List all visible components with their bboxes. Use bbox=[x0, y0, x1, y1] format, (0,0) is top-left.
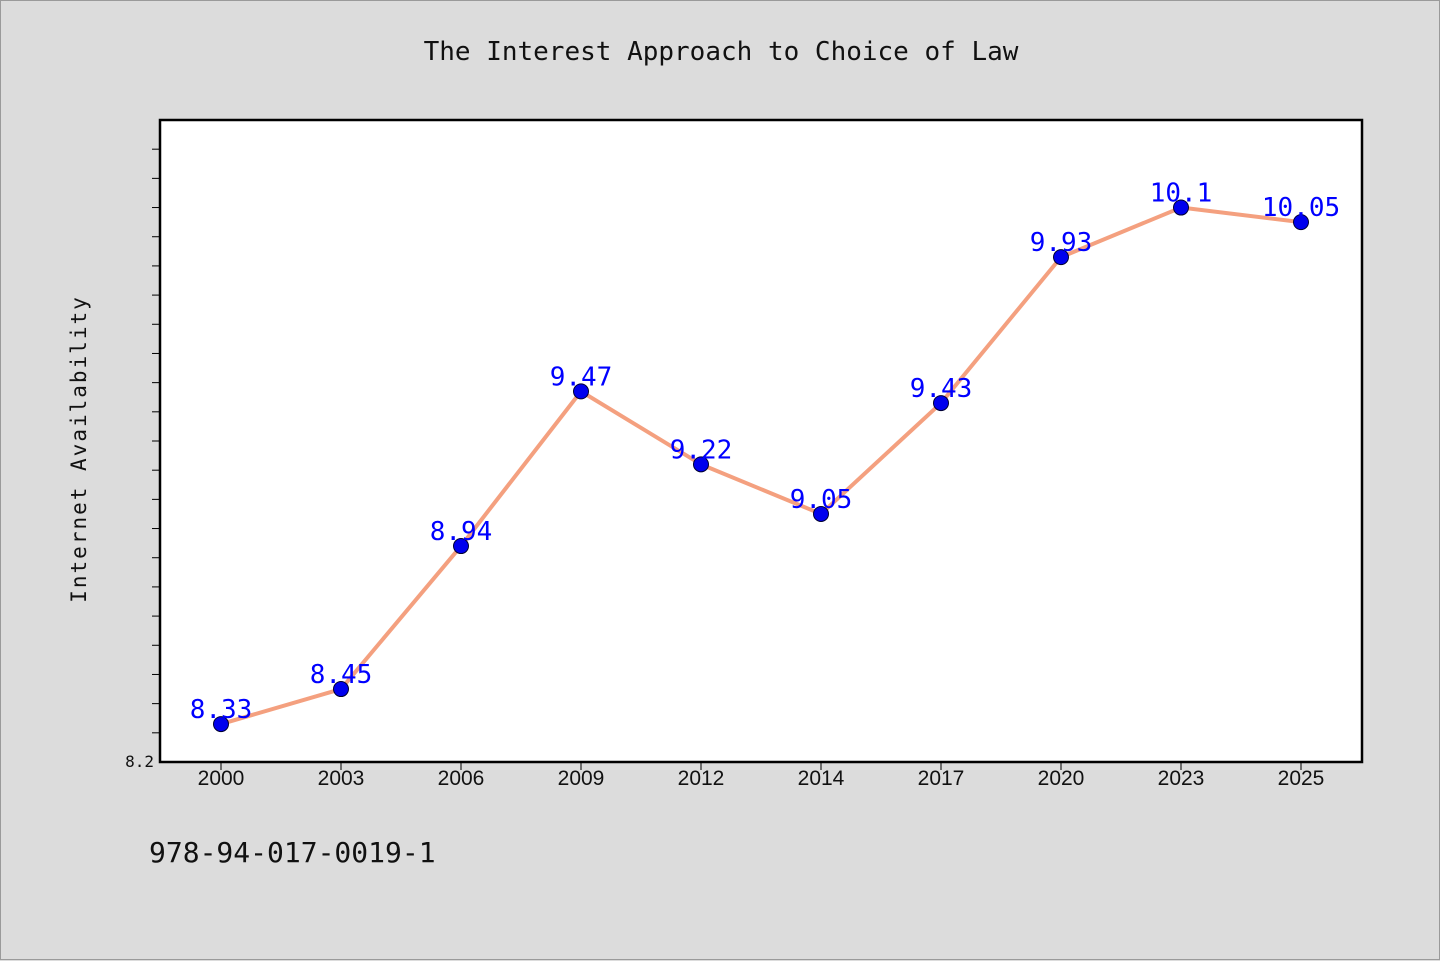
data-point bbox=[1293, 214, 1309, 231]
x-tick-label: 2020 bbox=[1038, 767, 1085, 790]
x-tick-label: 2023 bbox=[1158, 767, 1205, 790]
data-markers bbox=[213, 199, 1309, 733]
chart-title: The Interest Approach to Choice of Law bbox=[423, 37, 1019, 67]
data-label: 9.05 bbox=[790, 485, 853, 515]
data-label: 10.1 bbox=[1150, 179, 1213, 209]
plot-area bbox=[158, 118, 1364, 764]
data-point bbox=[813, 505, 829, 522]
y-axis-label: Internet Availability bbox=[67, 295, 91, 603]
data-point bbox=[693, 456, 709, 473]
series-line bbox=[219, 205, 1303, 727]
data-label: 9.22 bbox=[670, 435, 733, 465]
series-line-group bbox=[219, 205, 1303, 727]
data-label: 8.94 bbox=[430, 517, 493, 547]
data-label: 9.47 bbox=[550, 362, 613, 392]
x-tick-label: 2009 bbox=[558, 767, 605, 790]
data-label: 9.93 bbox=[1030, 228, 1093, 258]
x-tick-label: 2006 bbox=[438, 767, 485, 790]
x-tick-label: 2025 bbox=[1278, 767, 1325, 790]
x-tick-label: 2012 bbox=[678, 767, 725, 790]
data-point bbox=[333, 681, 349, 698]
data-labels: 8.33 8.45 8.94 9.47 9.22 9.05 9.43 9.93 10.1 10.0… bbox=[190, 179, 1340, 726]
data-label: 8.33 bbox=[190, 695, 253, 725]
y-tick-label: 8.2 bbox=[125, 752, 154, 771]
data-point bbox=[213, 716, 229, 733]
data-label: 8.45 bbox=[310, 660, 373, 690]
x-tick-label: 2000 bbox=[198, 767, 245, 790]
data-label: 9.43 bbox=[910, 374, 973, 404]
data-label: 10.05 bbox=[1262, 193, 1340, 223]
data-point bbox=[1173, 199, 1189, 216]
x-tick-label: 2014 bbox=[798, 767, 845, 790]
data-point bbox=[573, 383, 589, 400]
x-tick-label: 2003 bbox=[318, 767, 365, 790]
x-axis-ticks: 2000 2003 2006 2009 2012 2014 2017 2020 2023 2025 bbox=[198, 762, 1325, 790]
y-axis-ticks: 8.2 bbox=[125, 148, 160, 771]
isbn-text: 978-94-017-0019-1 bbox=[149, 836, 436, 869]
x-tick-label: 2017 bbox=[918, 767, 965, 790]
data-point bbox=[933, 395, 949, 412]
data-point bbox=[453, 538, 469, 555]
data-point bbox=[1053, 249, 1069, 266]
